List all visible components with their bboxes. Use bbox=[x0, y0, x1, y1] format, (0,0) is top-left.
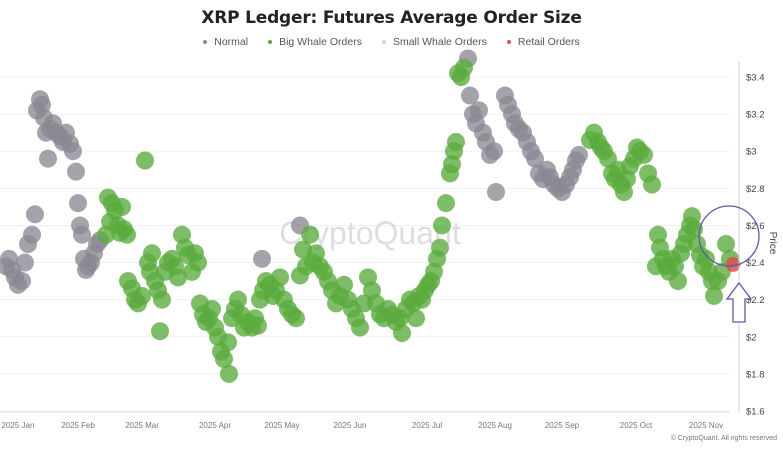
data-point[interactable] bbox=[253, 249, 271, 268]
legend-item-small-whale[interactable]: Small Whale Orders bbox=[381, 36, 487, 48]
copyright-notice: © CryptoQuant. All rights reserved bbox=[670, 435, 777, 442]
data-point[interactable] bbox=[118, 225, 136, 244]
data-point[interactable] bbox=[136, 151, 154, 170]
x-tick-label: 2025 Jul bbox=[412, 421, 442, 430]
annotations bbox=[698, 205, 760, 323]
y-tick-label: $2.2 bbox=[746, 295, 765, 306]
data-point[interactable] bbox=[455, 58, 473, 77]
data-point[interactable] bbox=[169, 268, 187, 287]
data-point[interactable] bbox=[101, 212, 119, 231]
legend-label: Big Whale Orders bbox=[279, 36, 362, 48]
legend-item-big-whale[interactable]: Big Whale Orders bbox=[268, 36, 362, 48]
chart-title: XRP Ledger: Futures Average Order Size bbox=[201, 8, 582, 28]
data-point[interactable] bbox=[203, 299, 221, 318]
legend-dot-icon bbox=[381, 40, 386, 44]
data-point[interactable] bbox=[229, 290, 247, 309]
x-tick-label: 2025 Aug bbox=[478, 421, 512, 430]
y-axis-label: Price bbox=[767, 232, 778, 255]
x-axis-ticks: 2025 Jan 2025 Feb 2025 Mar 2025 Apr 2025 May… bbox=[2, 421, 724, 430]
data-point[interactable] bbox=[249, 316, 267, 335]
data-point[interactable] bbox=[487, 183, 505, 202]
data-point[interactable] bbox=[133, 286, 151, 305]
y-tick-label: $2.8 bbox=[746, 184, 765, 195]
data-point[interactable] bbox=[215, 350, 233, 369]
legend-label: Small Whale Orders bbox=[392, 36, 487, 48]
data-point[interactable] bbox=[433, 216, 451, 235]
data-point[interactable] bbox=[705, 286, 723, 305]
chart-legend: Normal Big Whale Orders Small Whale Orde… bbox=[0, 36, 783, 48]
legend-item-normal[interactable]: Normal bbox=[203, 36, 248, 48]
data-point[interactable] bbox=[143, 244, 161, 263]
data-point[interactable] bbox=[301, 225, 319, 244]
data-point[interactable] bbox=[335, 275, 353, 294]
x-tick-label: 2025 Jun bbox=[334, 421, 367, 430]
data-point[interactable] bbox=[437, 194, 455, 213]
data-point[interactable] bbox=[447, 132, 465, 151]
data-point[interactable] bbox=[351, 318, 369, 337]
data-point[interactable] bbox=[407, 309, 425, 328]
legend-item-retail[interactable]: Retail Orders bbox=[506, 36, 580, 48]
data-point[interactable] bbox=[73, 225, 91, 244]
data-point[interactable] bbox=[67, 162, 85, 181]
x-tick-label: 2025 Feb bbox=[61, 421, 95, 430]
legend-dot-icon bbox=[506, 40, 511, 44]
x-tick-label: 2025 Jan bbox=[2, 421, 35, 430]
y-tick-label: $2.4 bbox=[746, 258, 765, 269]
legend-dot-icon bbox=[203, 40, 208, 44]
data-point[interactable] bbox=[153, 290, 171, 309]
x-tick-label: 2025 May bbox=[264, 421, 299, 430]
data-point[interactable] bbox=[643, 175, 661, 194]
data-point[interactable] bbox=[16, 253, 34, 272]
data-point[interactable] bbox=[635, 145, 653, 164]
legend-label: Normal bbox=[214, 36, 249, 48]
data-point[interactable] bbox=[393, 324, 411, 343]
y-tick-label: $3.4 bbox=[746, 73, 765, 84]
highlight-circle bbox=[698, 205, 760, 267]
y-tick-label: $3.2 bbox=[746, 110, 765, 121]
data-point[interactable] bbox=[219, 333, 237, 352]
y-tick-label: $1.6 bbox=[746, 407, 765, 418]
legend-dot-icon bbox=[268, 40, 273, 44]
scatter-points bbox=[0, 49, 741, 383]
legend-label: Retail Orders bbox=[517, 36, 580, 48]
data-point[interactable] bbox=[151, 322, 169, 341]
x-tick-label: 2025 Oct bbox=[620, 421, 653, 430]
y-tick-label: $1.8 bbox=[746, 369, 765, 380]
data-point[interactable] bbox=[485, 142, 503, 161]
data-point[interactable] bbox=[113, 197, 131, 216]
y-tick-label: $2.6 bbox=[746, 221, 765, 232]
data-point[interactable] bbox=[725, 256, 741, 272]
data-point[interactable] bbox=[13, 272, 31, 291]
data-point[interactable] bbox=[189, 253, 207, 272]
data-point[interactable] bbox=[64, 142, 82, 161]
x-tick-label: 2025 Nov bbox=[689, 421, 723, 430]
data-point[interactable] bbox=[271, 268, 289, 287]
data-point[interactable] bbox=[26, 205, 44, 224]
arrow-up-icon bbox=[725, 281, 753, 323]
data-point[interactable] bbox=[23, 225, 41, 244]
x-tick-label: 2025 Mar bbox=[125, 421, 159, 430]
data-point[interactable] bbox=[470, 101, 488, 120]
data-point[interactable] bbox=[717, 235, 735, 253]
x-tick-label: 2025 Sep bbox=[545, 421, 580, 430]
data-point[interactable] bbox=[39, 149, 57, 168]
data-point[interactable] bbox=[69, 194, 87, 213]
data-point[interactable] bbox=[431, 238, 449, 257]
data-point[interactable] bbox=[461, 86, 479, 105]
data-point[interactable] bbox=[669, 272, 687, 291]
y-axis-ticks: $1.6 $1.8 $2 $2.2 $2.4 $2.6 $2.8 $3 $3.2 $3.4 bbox=[746, 73, 765, 418]
data-point[interactable] bbox=[570, 145, 588, 164]
y-tick-label: $2 bbox=[746, 332, 757, 343]
x-tick-label: 2025 Apr bbox=[199, 421, 231, 430]
data-point[interactable] bbox=[526, 149, 544, 168]
y-tick-label: $3 bbox=[746, 147, 757, 158]
data-point[interactable] bbox=[287, 309, 305, 328]
data-point[interactable] bbox=[220, 364, 238, 383]
